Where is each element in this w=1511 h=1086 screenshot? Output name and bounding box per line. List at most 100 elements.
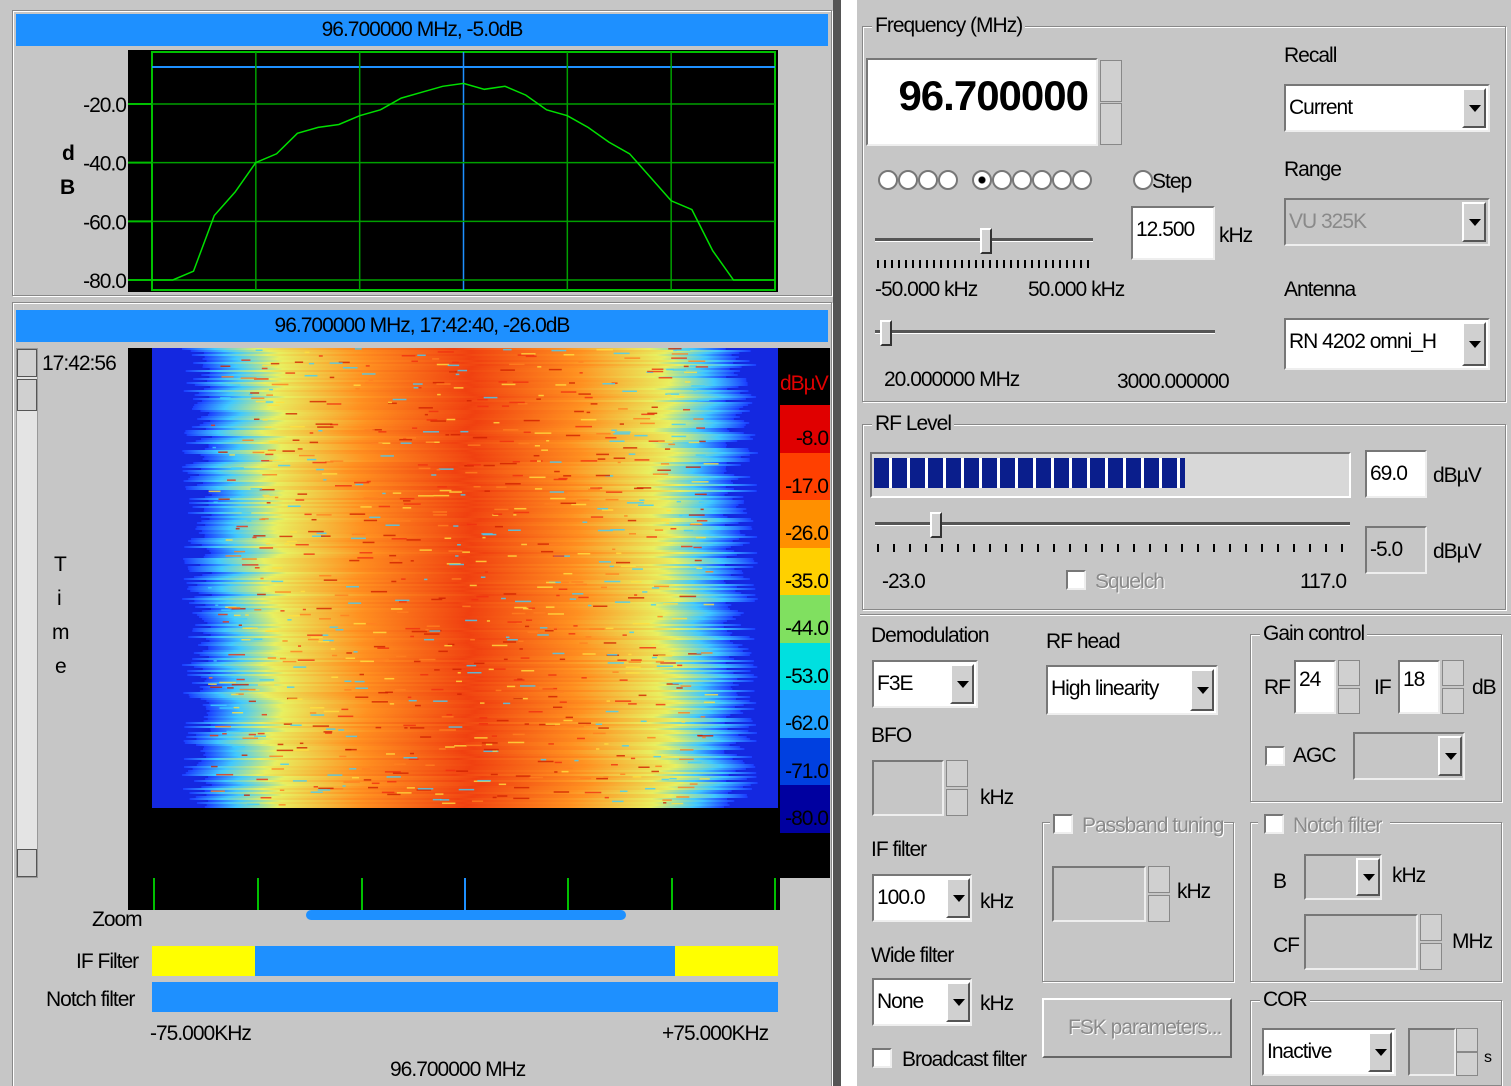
waterfall-speck: [307, 634, 322, 636]
spin-down[interactable]: [1338, 688, 1360, 714]
slider-thumb[interactable]: [930, 512, 942, 538]
scroll-down[interactable]: [17, 849, 37, 877]
waterfall-speck: [458, 672, 461, 674]
slider-thumb[interactable]: [980, 228, 992, 254]
waterfall-speck: [280, 790, 284, 792]
range-label: Range: [1284, 158, 1341, 182]
waterfall-speck: [366, 623, 377, 625]
waterfall-speck: [210, 686, 222, 688]
dropdown-arrow[interactable]: [1462, 322, 1486, 366]
waterfall-row: [208, 460, 749, 462]
dropdown-arrow[interactable]: [1462, 88, 1486, 128]
digit-radio[interactable]: [898, 170, 918, 190]
dropdown-arrow: [1462, 202, 1486, 242]
waterfall-speck: [371, 591, 387, 593]
digit-radio[interactable]: [1072, 170, 1092, 190]
frequency-input[interactable]: 96.700000: [866, 58, 1098, 146]
waterfall-speck: [476, 561, 487, 563]
spin-down[interactable]: [1100, 103, 1122, 145]
cf-label: CF: [1273, 934, 1299, 958]
spin-up[interactable]: [1100, 60, 1122, 102]
waterfall-speck: [534, 612, 546, 614]
digit-radio[interactable]: [1032, 170, 1052, 190]
waterfall-speck: [220, 366, 230, 368]
dropdown-arrow[interactable]: [1368, 1032, 1392, 1072]
waterfall-speck: [610, 566, 614, 568]
y-tick-label: -20.0: [83, 94, 126, 117]
waterfall-row: [189, 792, 728, 794]
waterfall-speck: [269, 441, 278, 443]
antenna-combo[interactable]: RN 4202 omni_H: [1284, 318, 1490, 370]
waterfall-speck: [244, 794, 250, 796]
spin-down[interactable]: [1442, 688, 1464, 714]
digit-radio[interactable]: [918, 170, 938, 190]
step-radio[interactable]: [1133, 170, 1153, 190]
waterfall-speck: [671, 803, 683, 805]
waterfall-row: [211, 730, 749, 732]
waterfall-row: [191, 350, 751, 352]
waterfall-speck: [218, 498, 229, 500]
dropdown-arrow[interactable]: [1190, 669, 1214, 711]
dropdown-arrow[interactable]: [950, 664, 974, 704]
scroll-thumb[interactable]: [17, 379, 37, 411]
spin-up[interactable]: [1338, 660, 1360, 686]
waterfall-speck: [476, 596, 488, 598]
waterfall-speck: [596, 778, 608, 780]
checkbox[interactable]: [1066, 570, 1086, 590]
scrollbar[interactable]: [16, 348, 38, 878]
spin-up[interactable]: [1442, 660, 1464, 686]
squelch-slider[interactable]: [875, 522, 1350, 526]
waterfall-speck: [591, 516, 603, 518]
recall-combo[interactable]: Current: [1284, 84, 1490, 132]
level-input: 69.0: [1365, 450, 1427, 498]
digit-radio[interactable]: [878, 170, 898, 190]
waterfall-speck: [563, 475, 571, 477]
dropdown-arrow[interactable]: [946, 878, 970, 918]
waterfall-speck: [246, 628, 253, 630]
digit-radio[interactable]: [972, 170, 992, 190]
waterfall-row: [201, 676, 758, 678]
waterfall-speck: [484, 397, 498, 399]
waterfall-speck: [266, 543, 270, 545]
dropdown-arrow[interactable]: [946, 982, 970, 1022]
waterfall-row: [188, 512, 747, 514]
cf-input: [1304, 914, 1418, 970]
waterfall-speck: [688, 762, 702, 764]
waterfall-speck: [247, 520, 252, 522]
scroll-up[interactable]: [17, 349, 37, 377]
rf-gain-input[interactable]: 24: [1294, 660, 1336, 714]
unit: kHz: [980, 786, 1013, 810]
slider-thumb[interactable]: [880, 320, 892, 346]
waterfall-speck: [245, 614, 249, 616]
waterfall-speck: [673, 369, 686, 371]
waterfall-speck: [616, 553, 621, 555]
waterfall-speck: [395, 689, 406, 691]
waterfall-speck: [401, 578, 405, 580]
digit-radio[interactable]: [938, 170, 958, 190]
digit-radio[interactable]: [1012, 170, 1032, 190]
waterfall-speck: [395, 600, 409, 602]
zoom-bar[interactable]: [306, 910, 626, 920]
digit-radio[interactable]: [1052, 170, 1072, 190]
range-slider[interactable]: [875, 330, 1215, 334]
squelch-input[interactable]: -5.0: [1365, 526, 1427, 574]
waterfall-speck: [482, 742, 498, 744]
waterfall-row: [204, 388, 727, 390]
digit-radio[interactable]: [992, 170, 1012, 190]
fsk-button[interactable]: FSK parameters...: [1042, 998, 1232, 1058]
step-input[interactable]: 12.500: [1131, 206, 1215, 260]
waterfall-speck: [578, 361, 583, 363]
scale-min: -23.0: [882, 570, 925, 594]
waterfall-speck: [390, 703, 394, 705]
waterfall-speck: [386, 776, 400, 778]
waterfall-speck: [218, 614, 228, 616]
if-filter-label: IF filter: [871, 838, 926, 862]
checkbox[interactable]: [1265, 746, 1285, 766]
waterfall-speck: [639, 695, 647, 697]
if-gain-input[interactable]: 18: [1398, 660, 1440, 714]
waterfall-speck: [446, 714, 452, 716]
waterfall-speck: [629, 453, 636, 455]
waterfall-speck: [617, 755, 625, 757]
checkbox[interactable]: [872, 1048, 892, 1068]
waterfall-speck: [438, 525, 449, 527]
